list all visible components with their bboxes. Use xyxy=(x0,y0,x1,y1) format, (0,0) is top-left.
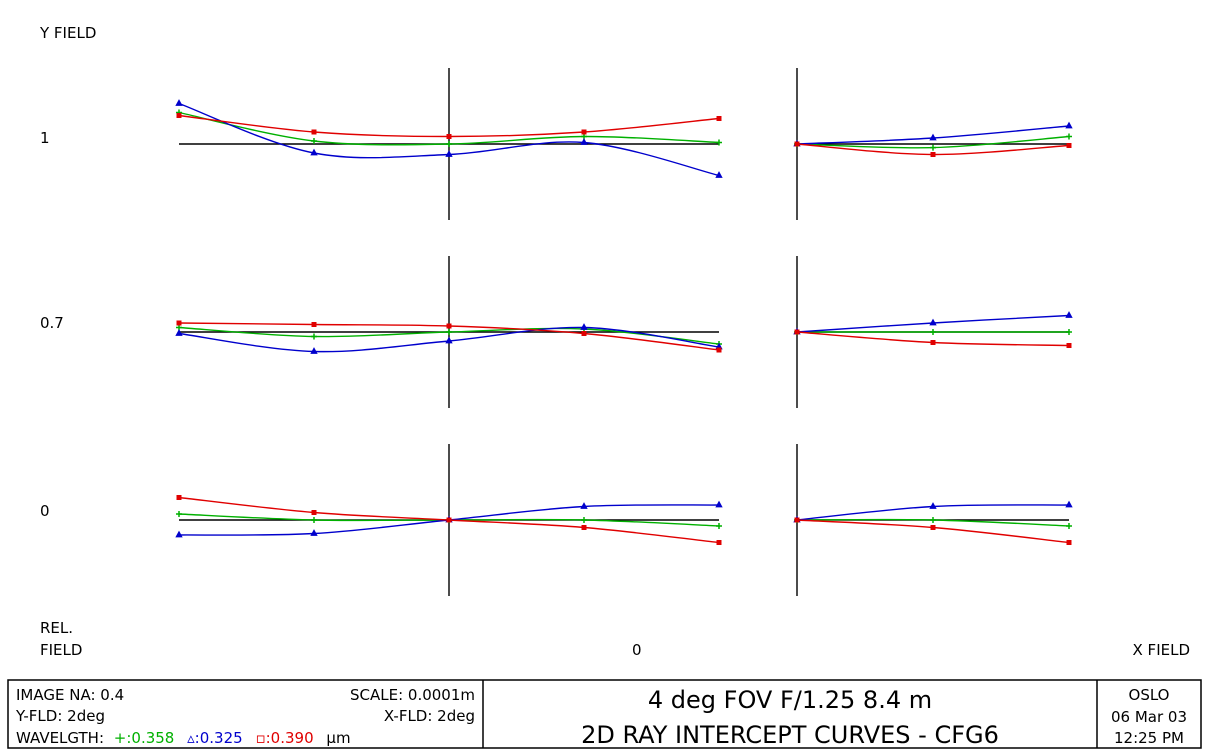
tangential-point-blue-row1-0 xyxy=(175,329,183,336)
wavelength-line: WAVELGTH: +:0.358 ▵:0.325 ▫:0.390 µm xyxy=(16,729,351,747)
plot-area xyxy=(175,68,1073,596)
tangential-point-red-row1-4 xyxy=(716,347,722,353)
y-fld: Y-FLD: 2deg xyxy=(15,707,105,725)
sagittal-point-green-row0-2 xyxy=(1066,133,1072,140)
sagittal-point-blue-row0-1 xyxy=(929,133,937,141)
sagittal-point-red-row2-2 xyxy=(1066,540,1072,545)
tangential-point-red-row2-0 xyxy=(176,495,182,500)
sagittal-point-red-row0-0 xyxy=(794,141,800,147)
wavelength-green: +:0.358 xyxy=(114,729,175,747)
sagittal-point-red-row1-0 xyxy=(794,329,800,335)
tangential-point-red-row0-4 xyxy=(716,116,722,121)
sagittal-point-green-row1-2 xyxy=(1066,329,1072,335)
tangential-point-green-row0-1 xyxy=(311,138,317,144)
row-label-1: 1 xyxy=(40,129,50,147)
tangential-point-green-row2-4 xyxy=(716,523,722,529)
rel-field-label-line2: FIELD xyxy=(40,641,82,659)
tangential-point-blue-row0-3 xyxy=(580,138,588,145)
plot-date: 06 Mar 03 xyxy=(1111,708,1187,726)
x-fld: X-FLD: 2deg xyxy=(384,707,475,725)
tangential-point-blue-row2-4 xyxy=(715,500,723,508)
rel-field-label-line1: REL. xyxy=(40,619,73,637)
sagittal-point-blue-row1-1 xyxy=(929,318,937,326)
scale: SCALE: 0.0001m xyxy=(350,686,475,704)
wavelength-blue: ▵:0.325 xyxy=(187,729,243,747)
tangential-point-blue-row2-0 xyxy=(175,530,183,538)
tangential-point-red-row2-3 xyxy=(581,525,587,530)
sagittal-point-red-row0-2 xyxy=(1066,143,1072,148)
tangential-point-blue-row2-3 xyxy=(580,502,588,509)
tangential-point-blue-row1-3 xyxy=(580,323,588,330)
sagittal-point-red-row2-0 xyxy=(794,517,800,523)
tangential-point-red-row0-2 xyxy=(446,134,452,139)
program-name: OSLO xyxy=(1129,686,1170,704)
sagittal-point-blue-row2-1 xyxy=(929,502,937,509)
tangential-point-blue-row0-0 xyxy=(175,99,183,106)
tangential-point-red-row2-1 xyxy=(311,510,317,515)
footer-info: IMAGE NA: 0.4 SCALE: 0.0001m Y-FLD: 2deg… xyxy=(7,679,1202,749)
sagittal-point-green-row1-1 xyxy=(930,329,936,335)
sagittal-point-green-row2-2 xyxy=(1066,523,1072,529)
chart-title: 4 deg FOV F/1.25 8.4 m xyxy=(648,686,932,714)
chart-subtitle: 2D RAY INTERCEPT CURVES - CFG6 xyxy=(581,721,999,749)
wavelength-unit: µm xyxy=(326,729,350,747)
x-field-value: 0 xyxy=(632,641,642,659)
sagittal-point-green-row2-1 xyxy=(930,517,936,523)
tangential-point-green-row2-1 xyxy=(311,517,317,523)
tangential-point-red-row0-0 xyxy=(176,113,182,118)
tangential-point-red-row2-4 xyxy=(716,540,722,545)
sagittal-point-red-row2-1 xyxy=(930,525,936,530)
tangential-point-red-row0-1 xyxy=(311,129,317,135)
wavelength-label: WAVELGTH: xyxy=(16,729,104,747)
tangential-point-green-row0-4 xyxy=(716,139,722,146)
tangential-point-red-row2-2 xyxy=(446,517,452,523)
row-label-0.7: 0.7 xyxy=(40,314,64,332)
row-label-0: 0 xyxy=(40,502,50,520)
plot-time: 12:25 PM xyxy=(1114,729,1184,747)
sagittal-point-red-row0-1 xyxy=(930,152,936,157)
x-field-label: X FIELD xyxy=(1133,641,1190,659)
tangential-point-red-row1-0 xyxy=(176,320,182,326)
sagittal-point-blue-row0-2 xyxy=(1065,121,1073,129)
sagittal-point-blue-row1-2 xyxy=(1065,311,1073,318)
sagittal-point-red-row1-2 xyxy=(1066,343,1072,348)
footer-frame xyxy=(7,679,1202,749)
sagittal-point-red-row1-1 xyxy=(930,340,936,345)
tangential-point-red-row1-2 xyxy=(446,323,452,329)
tangential-point-red-row1-1 xyxy=(311,322,317,327)
sagittal-point-blue-row2-2 xyxy=(1065,500,1073,508)
tangential-point-red-row1-3 xyxy=(581,331,587,336)
tangential-point-green-row0-2 xyxy=(446,141,452,147)
tangential-point-blue-row1-2 xyxy=(445,336,453,344)
tangential-point-green-row2-3 xyxy=(581,517,587,523)
tangential-point-blue-row0-1 xyxy=(310,148,318,156)
image-na: IMAGE NA: 0.4 xyxy=(16,686,124,704)
tangential-point-blue-row0-4 xyxy=(715,171,723,178)
tangential-point-blue-row1-1 xyxy=(310,347,318,354)
tangential-point-green-row1-1 xyxy=(311,333,317,340)
y-field-label: Y FIELD xyxy=(39,24,96,42)
tangential-point-green-row2-0 xyxy=(176,511,182,517)
wavelength-red: ▫:0.390 xyxy=(255,729,313,747)
tangential-point-green-row1-2 xyxy=(446,329,452,335)
sagittal-point-green-row0-1 xyxy=(930,144,936,151)
tangential-point-blue-row2-1 xyxy=(310,529,318,536)
tangential-point-red-row0-3 xyxy=(581,129,587,135)
tangential-point-blue-row0-2 xyxy=(445,150,453,157)
